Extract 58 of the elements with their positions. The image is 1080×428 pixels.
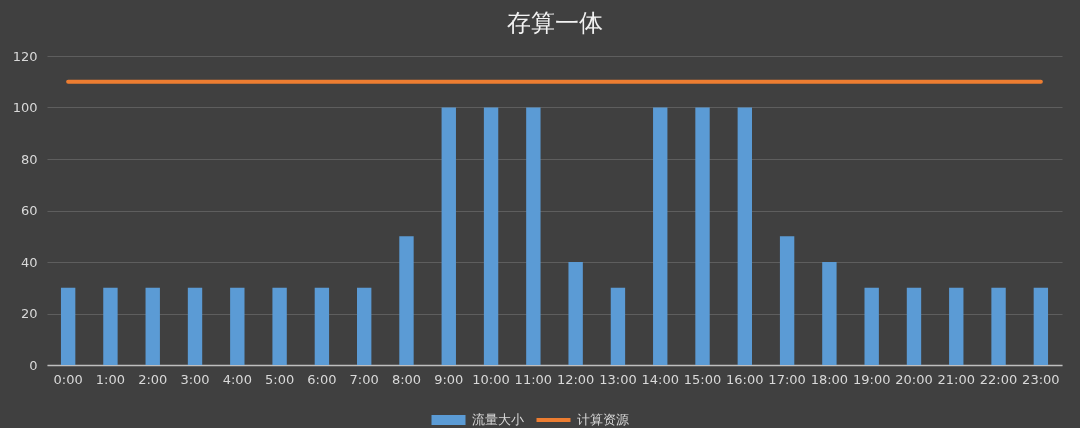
- x-tick-label: 8:00: [391, 371, 422, 387]
- bar: [695, 107, 710, 365]
- y-tick-label: 0: [29, 357, 38, 373]
- x-tick-label: 20:00: [895, 371, 933, 387]
- legend-label: 流量大小: [471, 412, 524, 427]
- x-tick-label: 4:00: [222, 371, 252, 387]
- bar: [441, 107, 456, 365]
- bar: [568, 262, 583, 365]
- bar: [1033, 287, 1049, 365]
- x-tick-label: 2:00: [138, 371, 168, 387]
- bar: [145, 287, 160, 365]
- x-tick-label: 17:00: [768, 371, 806, 387]
- x-tick-label: 18:00: [810, 371, 849, 387]
- x-tick-label: 19:00: [852, 371, 891, 387]
- x-tick-label: 15:00: [683, 371, 722, 387]
- x-tick-label: 22:00: [979, 371, 1018, 387]
- bar: [314, 287, 330, 365]
- x-tick-label: 23:00: [1022, 371, 1060, 387]
- bar: [864, 287, 879, 365]
- x-tick-label: 5:00: [265, 371, 295, 387]
- x-tick-label: 13:00: [599, 371, 637, 387]
- bar: [653, 107, 668, 365]
- bar: [822, 262, 837, 365]
- x-tick-label: 3:00: [180, 371, 210, 387]
- x-tick-label: 6:00: [307, 371, 337, 387]
- legend-label: 计算资源: [576, 412, 629, 427]
- bar: [737, 107, 752, 365]
- x-tick-label: 11:00: [514, 371, 553, 387]
- x-tick-label: 21:00: [937, 371, 976, 387]
- y-tick-label: 60: [20, 203, 38, 218]
- y-tick-label: 20: [20, 306, 38, 321]
- bar: [357, 287, 372, 365]
- x-tick-label: 12:00: [556, 371, 595, 387]
- x-tick-label: 0:00: [53, 371, 83, 387]
- y-tick-label: 100: [12, 100, 38, 115]
- bar: [187, 287, 203, 365]
- y-tick-label: 80: [20, 151, 38, 167]
- bar: [272, 287, 287, 365]
- bar: [103, 287, 118, 365]
- bar: [949, 287, 964, 365]
- x-tick-label: 14:00: [641, 371, 679, 387]
- bar: [991, 287, 1006, 365]
- x-tick-label: 1:00: [95, 371, 126, 387]
- chart-title: 存算一体: [506, 9, 603, 37]
- bar: [526, 107, 541, 365]
- bar: [610, 287, 626, 365]
- x-tick-label: 10:00: [472, 371, 510, 387]
- y-tick-label: 40: [20, 254, 38, 270]
- bar: [60, 287, 76, 365]
- x-tick-label: 16:00: [726, 371, 764, 387]
- bar: [230, 287, 245, 365]
- bar: [483, 107, 499, 365]
- y-tick-label: 120: [12, 48, 38, 64]
- x-tick-label: 7:00: [349, 371, 379, 387]
- bar: [906, 287, 922, 365]
- bar: [399, 236, 414, 365]
- x-tick-label: 9:00: [434, 371, 464, 387]
- bar: [779, 236, 795, 365]
